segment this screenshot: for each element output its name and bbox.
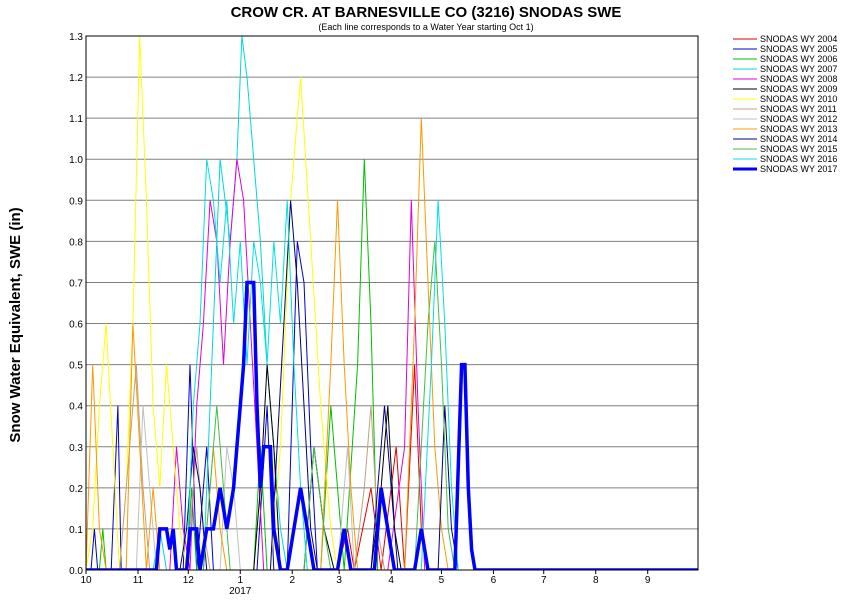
- series-line-9: [86, 118, 522, 570]
- x-tick-label: 6: [491, 575, 497, 586]
- x-tick-label: 4: [388, 575, 394, 586]
- chart-title: CROW CR. AT BARNESVILLE CO (3216) SNODAS…: [231, 4, 622, 21]
- legend-label-3: SNODAS WY 2007: [760, 64, 837, 74]
- y-tick-label: 0.3: [69, 443, 83, 454]
- series-line-6: [86, 36, 422, 570]
- series-line-2: [86, 159, 455, 570]
- x-tick-label: 7: [541, 575, 547, 586]
- series-line-8: [86, 405, 422, 570]
- y-tick-label: 0.5: [69, 361, 83, 372]
- legend-label-8: SNODAS WY 2012: [760, 114, 837, 124]
- legend-label-12: SNODAS WY 2016: [760, 154, 837, 164]
- plot-area: [86, 36, 698, 570]
- y-tick-label: 0.7: [69, 278, 83, 289]
- y-axis-ticks: 0.0 0.1 0.2 0.3 0.4 0.5 0.6 0.7 0.8 0.9 1.0 1.1 1.2 1…: [69, 32, 83, 577]
- legend-label-7: SNODAS WY 2011: [760, 104, 837, 114]
- gridlines: [86, 35, 698, 530]
- y-tick-label: 0.2: [69, 484, 83, 495]
- y-tick-label: 0.1: [69, 525, 83, 536]
- y-tick-label: 1.1: [69, 114, 83, 125]
- legend-label-1: SNODAS WY 2005: [760, 44, 837, 54]
- year-label: 2017: [229, 586, 252, 597]
- x-tick-label: 1: [237, 575, 243, 586]
- y-tick-label: 0.8: [69, 237, 83, 248]
- x-tick-label: 8: [593, 575, 599, 586]
- y-tick-label: 0.6: [69, 320, 83, 331]
- x-tick-label: 2: [289, 575, 295, 586]
- y-tick-label: 1.3: [69, 32, 83, 43]
- y-tick-label: 0.0: [69, 566, 83, 577]
- series-line-12: [86, 159, 522, 570]
- y-axis-label: Snow Water Equivalent, SWE (in): [7, 207, 24, 442]
- legend-label-10: SNODAS WY 2014: [760, 134, 837, 144]
- y-tick-label: 1.2: [69, 73, 83, 84]
- series-line-3: [86, 36, 338, 570]
- y-tick-label: 0.9: [69, 196, 83, 207]
- x-axis-ticks: 10 11 12 1 2 3 4 5 6 7 8 9: [80, 570, 651, 586]
- plot-frame: [85, 35, 699, 571]
- legend-label-9: SNODAS WY 2013: [760, 124, 837, 134]
- legend-label-13: SNODAS WY 2017: [760, 164, 837, 174]
- chart-subtitle: (Each line corresponds to a Water Year s…: [318, 22, 533, 32]
- legend-label-0: SNODAS WY 2004: [760, 34, 837, 44]
- legend-label-6: SNODAS WY 2010: [760, 94, 837, 104]
- series-line-10: [86, 200, 522, 570]
- series-lines: [86, 36, 698, 570]
- x-tick-label: 3: [336, 575, 342, 586]
- x-tick-label: 5: [439, 575, 445, 586]
- legend-label-2: SNODAS WY 2006: [760, 54, 837, 64]
- x-tick-label: 10: [80, 575, 92, 586]
- series-line-11: [86, 241, 506, 570]
- legend-label-4: SNODAS WY 2008: [760, 74, 837, 84]
- legend-label-11: SNODAS WY 2015: [760, 144, 837, 154]
- legend-label-5: SNODAS WY 2009: [760, 84, 837, 94]
- y-tick-label: 0.4: [69, 402, 83, 413]
- y-tick-label: 1.0: [69, 155, 83, 166]
- series-line-13: [86, 280, 698, 570]
- x-tick-label: 11: [133, 575, 144, 586]
- x-tick-label: 12: [183, 575, 195, 586]
- x-tick-label: 9: [645, 575, 651, 586]
